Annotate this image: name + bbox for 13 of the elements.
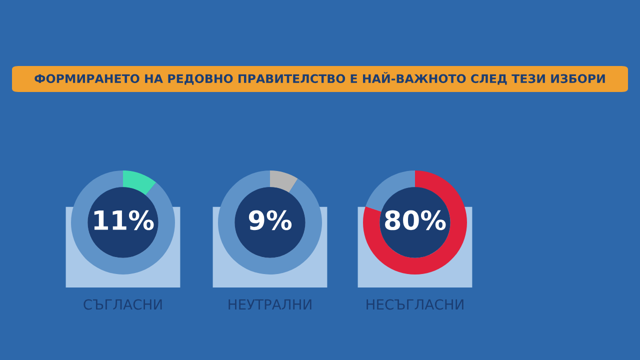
data-label: 80% bbox=[385, 210, 446, 230]
donut-slice bbox=[366, 170, 415, 212]
donut-slice bbox=[363, 170, 467, 274]
data-label: 9% bbox=[248, 210, 292, 230]
text: СЪГЛАСНИ bbox=[84, 299, 162, 310]
donut-slice bbox=[123, 170, 156, 196]
donut-slice bbox=[218, 170, 322, 274]
donut-slice bbox=[270, 170, 298, 193]
text: ФОРМИРАНЕТО НА РЕДОВНО ПРАВИТЕЛСТВО Е НАЙ-ВАЖНОТО СЛЕД ТЕЗИ ИЗБОРИ bbox=[34, 72, 605, 85]
text: НЕУТРАЛНИ bbox=[228, 299, 312, 310]
data-label: 11% bbox=[94, 210, 154, 230]
text: НЕСЪГЛАСНИ bbox=[366, 299, 464, 310]
donut-slice bbox=[71, 170, 175, 274]
